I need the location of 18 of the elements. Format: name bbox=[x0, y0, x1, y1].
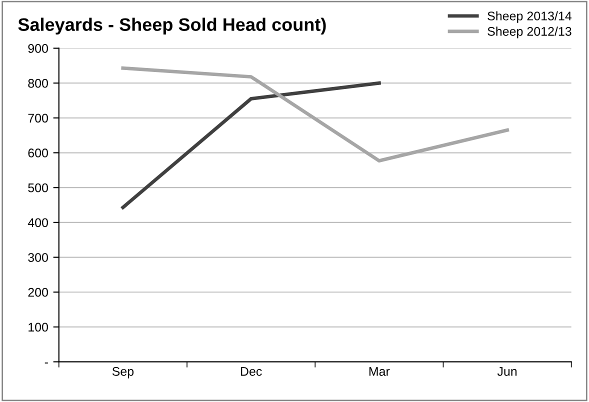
y-tick-label: 800 bbox=[28, 78, 48, 88]
y-tick-label: - bbox=[44, 362, 48, 364]
x-tick-label: Jun bbox=[497, 367, 517, 376]
y-tick-label: 400 bbox=[28, 218, 48, 228]
x-tick-label: Sep bbox=[112, 366, 134, 378]
x-tick-label: Dec bbox=[240, 367, 262, 376]
y-tick-label: 600 bbox=[28, 148, 48, 158]
y-tick-label: 700 bbox=[28, 114, 48, 123]
legend-label: Sheep 2013/14 bbox=[488, 11, 572, 23]
y-tick-label: 100 bbox=[28, 322, 48, 332]
x-tick-label: Mar bbox=[369, 367, 390, 376]
line-series bbox=[121, 66, 510, 163]
legend-label: Sheep 2012/13 bbox=[488, 26, 572, 38]
y-tick-label: 500 bbox=[28, 183, 48, 192]
y-tick-label: 900 bbox=[28, 44, 48, 53]
y-tick-label: 200 bbox=[28, 288, 48, 297]
y-tick-label: 300 bbox=[28, 253, 48, 262]
chart-title: Saleyards - Sheep Sold Head count) bbox=[18, 18, 326, 35]
